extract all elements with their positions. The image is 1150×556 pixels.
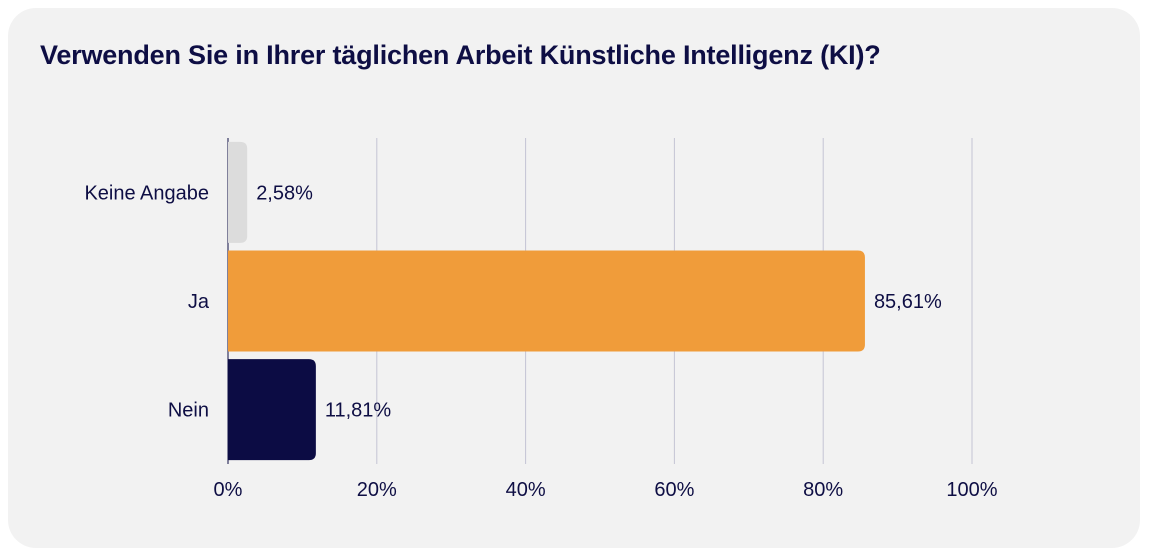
data-label: 2,58% [256,182,313,204]
category-label: Keine Angabe [84,182,209,204]
data-label: 11,81% [325,400,392,422]
x-tick-label: 0% [214,479,243,501]
bar-ja [228,250,865,352]
x-tick-label: 100% [946,479,997,501]
x-tick-label: 80% [803,479,843,501]
x-tick-label: 40% [506,479,546,501]
category-label: Nein [168,400,209,422]
bar-keine-angabe [228,141,248,243]
category-label: Ja [188,291,210,313]
chart-title: Verwenden Sie in Ihrer täglichen Arbeit … [40,40,881,70]
x-tick-label: 60% [654,479,694,501]
data-label: 85,61% [874,291,942,313]
bar-nein [228,359,316,461]
x-tick-label: 20% [357,479,397,501]
